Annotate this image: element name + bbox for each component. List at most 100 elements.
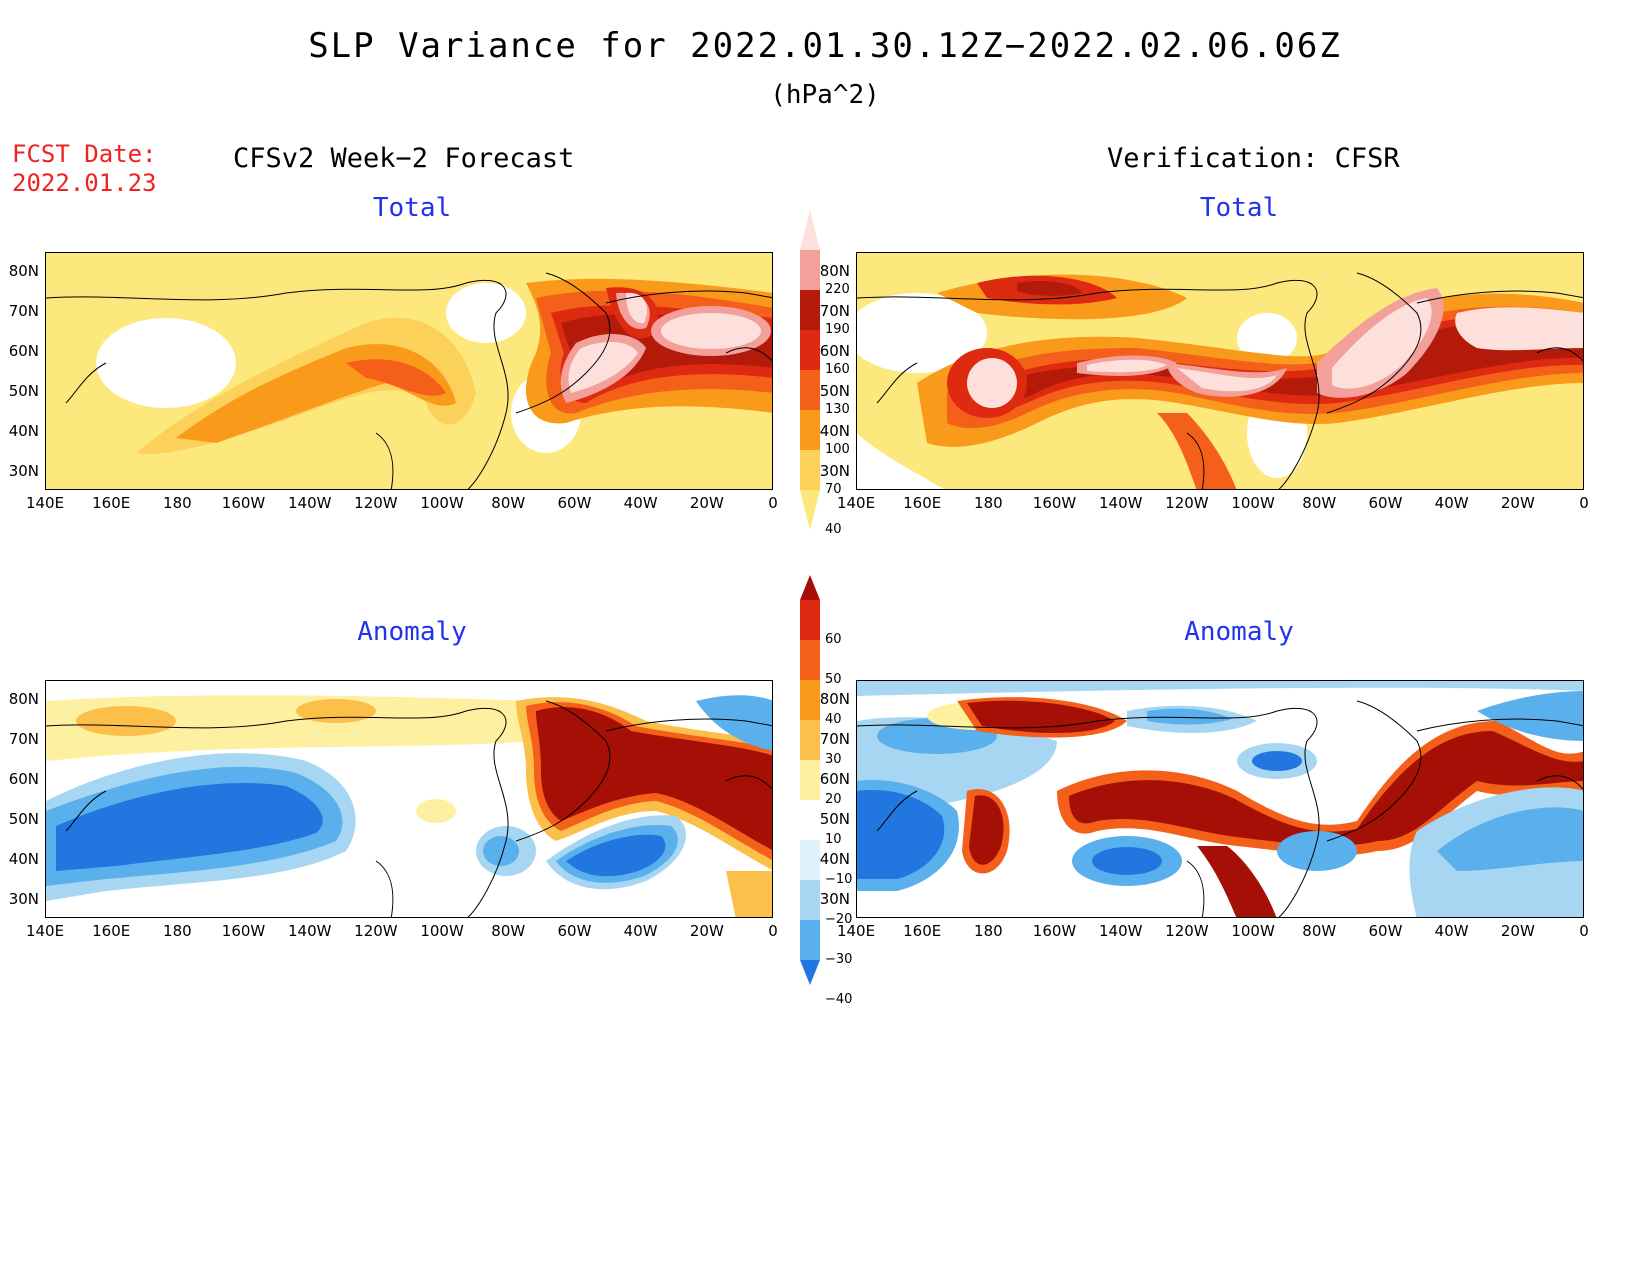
lon-tick-label: 120W <box>354 494 398 512</box>
anomaly-colorbar <box>800 575 820 985</box>
colorbar-tick-label: 30 <box>825 752 842 767</box>
lon-tick-label: 40W <box>623 922 658 940</box>
lon-tick-label: 160W <box>1032 494 1077 512</box>
colorbar-segment <box>800 760 820 800</box>
colorbar-tick-label: 130 <box>825 402 850 417</box>
colorbar-tick-label: 10 <box>825 832 842 847</box>
colorbar-tick-label: −40 <box>825 992 853 1007</box>
fcst-date-label: FCST Date: <box>12 140 157 168</box>
panel-title-verification-anomaly: Anomaly <box>1184 617 1294 647</box>
lon-tick-label: 160E <box>903 922 942 940</box>
lat-tick-label: 30N <box>819 462 850 480</box>
lon-tick-label: 160W <box>1032 922 1077 940</box>
colorbar-tick-label: 70 <box>825 482 842 497</box>
lon-tick-label: 0 <box>768 922 778 940</box>
lat-tick-label: 50N <box>819 382 850 400</box>
lon-tick-label: 0 <box>1579 494 1589 512</box>
lon-tick-label: 160W <box>221 922 266 940</box>
colorbar-top-arrow <box>800 575 820 600</box>
lat-tick-label: 30N <box>8 462 39 480</box>
lat-tick-label: 60N <box>8 770 39 788</box>
lat-tick-label: 70N <box>819 730 850 748</box>
colorbar-tick-label: 220 <box>825 282 850 297</box>
lon-tick-label: 40W <box>1434 494 1469 512</box>
colorbar-tick-label: 40 <box>825 522 842 537</box>
lon-tick-label: 100W <box>1231 494 1275 512</box>
lat-tick-label: 40N <box>819 850 850 868</box>
colorbar-tick-label: 20 <box>825 792 842 807</box>
fcst-date: FCST Date: 2022.01.23 <box>12 140 157 198</box>
lon-tick-label: 20W <box>1500 922 1535 940</box>
lat-tick-label: 40N <box>8 422 39 440</box>
colorbar-tick-label: −20 <box>825 912 853 927</box>
lon-tick-label: 140W <box>1098 922 1143 940</box>
panel-title-forecast-total: Total <box>372 193 452 223</box>
lon-tick-label: 160E <box>92 494 131 512</box>
lon-tick-label: 60W <box>557 922 592 940</box>
lat-tick-label: 30N <box>819 890 850 908</box>
verification-heading: Verification: CFSR <box>1107 143 1400 174</box>
lon-tick-label: 60W <box>1368 494 1403 512</box>
lat-tick-label: 60N <box>819 342 850 360</box>
panel-title-verification-total: Total <box>1199 193 1279 223</box>
colorbar-segment <box>800 800 820 840</box>
colorbar-bottom-arrow <box>800 490 820 530</box>
lon-tick-label: 140E <box>25 922 65 940</box>
colorbar-segment <box>800 370 820 410</box>
lon-tick-label: 140E <box>836 494 876 512</box>
colorbar-tick-label: 190 <box>825 322 850 337</box>
lon-tick-label: 80W <box>1302 494 1337 512</box>
colorbar-tick-label: 100 <box>825 442 850 457</box>
colorbar-segment <box>800 290 820 330</box>
lat-tick-label: 60N <box>819 770 850 788</box>
lon-tick-label: 0 <box>1579 922 1589 940</box>
page-title: SLP Variance for 2022.01.30.12Z−2022.02.… <box>308 26 1342 66</box>
map-verification-anomaly <box>856 680 1584 918</box>
lat-tick-label: 30N <box>8 890 39 908</box>
lat-tick-label: 80N <box>8 262 39 280</box>
colorbar-segment <box>800 410 820 450</box>
lon-tick-label: 0 <box>768 494 778 512</box>
lon-tick-label: 80W <box>491 922 526 940</box>
colorbar-segment <box>800 600 820 640</box>
lon-tick-label: 120W <box>1165 494 1209 512</box>
lon-tick-label: 140E <box>836 922 876 940</box>
colorbar-tick-label: 50 <box>825 672 842 687</box>
colorbar-top-arrow <box>800 210 820 250</box>
lon-tick-label: 20W <box>689 494 724 512</box>
lon-tick-label: 180 <box>974 922 1003 940</box>
lon-tick-label: 80W <box>1302 922 1337 940</box>
lon-tick-label: 100W <box>420 922 464 940</box>
forecast-heading: CFSv2 Week−2 Forecast <box>233 143 575 174</box>
lon-tick-label: 160E <box>903 494 942 512</box>
colorbar-tick-label: 160 <box>825 362 850 377</box>
lat-tick-label: 70N <box>819 302 850 320</box>
total-colorbar <box>800 210 820 530</box>
lon-tick-label: 100W <box>420 494 464 512</box>
lon-tick-label: 60W <box>557 494 592 512</box>
colorbar-bottom-arrow <box>800 960 820 985</box>
map-forecast-total <box>45 252 773 490</box>
lat-tick-label: 40N <box>8 850 39 868</box>
lon-tick-label: 60W <box>1368 922 1403 940</box>
lon-tick-label: 160W <box>221 494 266 512</box>
colorbar-tick-label: −30 <box>825 952 853 967</box>
colorbar-segment <box>800 680 820 720</box>
lon-tick-label: 80W <box>491 494 526 512</box>
lat-tick-label: 50N <box>8 382 39 400</box>
lat-tick-label: 50N <box>8 810 39 828</box>
lat-tick-label: 40N <box>819 422 850 440</box>
fcst-date-value: 2022.01.23 <box>12 169 157 197</box>
lon-tick-label: 40W <box>623 494 658 512</box>
panel-title-forecast-anomaly: Anomaly <box>357 617 467 647</box>
colorbar-segment <box>800 450 820 490</box>
lon-tick-label: 120W <box>354 922 398 940</box>
lon-tick-label: 20W <box>689 922 724 940</box>
lon-tick-label: 160E <box>92 922 131 940</box>
lat-tick-label: 70N <box>8 730 39 748</box>
colorbar-segment <box>800 840 820 880</box>
lat-tick-label: 80N <box>819 262 850 280</box>
lat-tick-label: 70N <box>8 302 39 320</box>
lon-tick-label: 180 <box>974 494 1003 512</box>
lat-tick-label: 50N <box>819 810 850 828</box>
